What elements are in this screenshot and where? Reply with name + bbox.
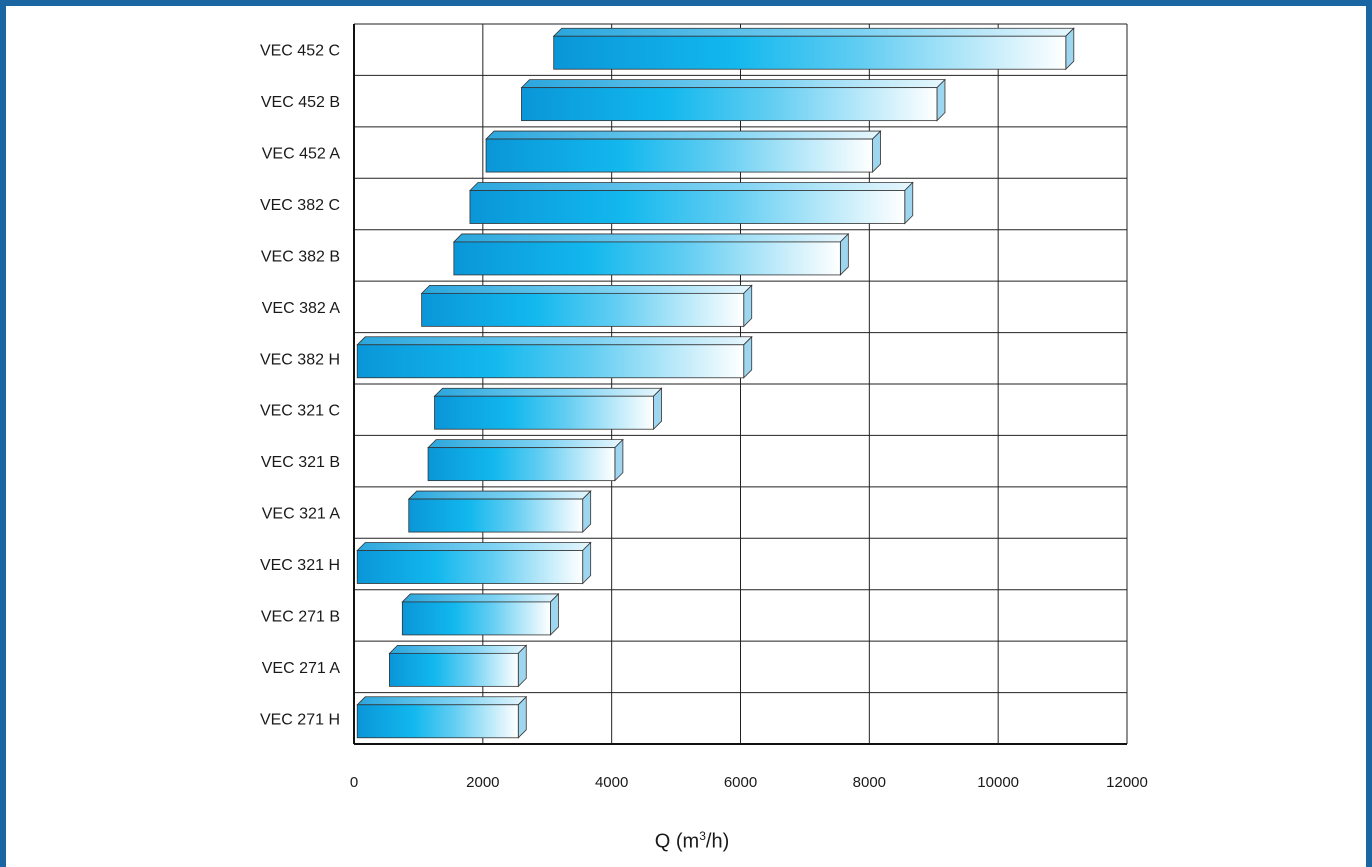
range-bar-front-face xyxy=(434,395,654,430)
range-bar-top-face xyxy=(468,182,914,191)
range-bar-front-face xyxy=(453,241,841,276)
range-bar-top-face xyxy=(388,644,528,654)
x-tick-label: 10000 xyxy=(977,774,1019,791)
x-axis-title: Q (m3/h) xyxy=(6,829,1372,854)
range-bar-top-face xyxy=(401,593,560,603)
range-bar xyxy=(468,181,914,225)
range-bar-top-face xyxy=(485,130,882,140)
range-bar-top-face xyxy=(427,439,624,449)
range-bar xyxy=(485,130,882,174)
range-bar-top-face xyxy=(420,284,753,294)
range-bar xyxy=(401,592,560,636)
range-bar-front-face xyxy=(427,447,616,482)
range-bar-front-face xyxy=(389,652,519,687)
category-label: VEC 382 H xyxy=(260,351,340,368)
range-bar xyxy=(552,27,1075,71)
x-tick-label: 8000 xyxy=(853,774,886,791)
category-label: VEC 321 A xyxy=(262,506,341,523)
range-bar-top-face xyxy=(356,696,528,706)
range-bar-front-face xyxy=(408,498,584,533)
range-bar xyxy=(388,644,528,688)
range-bar-top-face xyxy=(520,79,946,89)
range-bar xyxy=(520,78,946,122)
range-bar xyxy=(356,541,592,585)
category-label: VEC 452 C xyxy=(260,43,340,60)
category-label: VEC 271 H xyxy=(260,711,340,728)
category-label: VEC 382 B xyxy=(261,248,340,265)
range-bar-front-face xyxy=(401,601,551,636)
grid-layer xyxy=(353,23,1128,745)
labels-layer: 0 2000 4000 6000 8000 10000 12000 VEC 452 C VEC … xyxy=(260,43,1148,791)
range-bar xyxy=(452,232,850,276)
category-label: VEC 452 B xyxy=(261,94,340,111)
x-tick-label: 0 xyxy=(350,774,358,791)
range-bar xyxy=(356,335,753,379)
category-label: VEC 452 A xyxy=(262,146,341,163)
x-tick-label: 4000 xyxy=(595,774,628,791)
range-bar-top-face xyxy=(356,542,592,551)
x-tick-label: 2000 xyxy=(466,774,499,791)
category-label: VEC 271 A xyxy=(262,660,341,677)
chart-frame: 0 2000 4000 6000 8000 10000 12000 VEC 452 C VEC … xyxy=(6,6,1366,867)
category-label: VEC 321 C xyxy=(260,403,340,420)
range-bar-front-face xyxy=(485,138,873,173)
range-bar-front-face xyxy=(553,35,1067,70)
category-label: VEC 321 B xyxy=(261,454,340,471)
range-bar xyxy=(433,387,663,431)
range-bar-top-face xyxy=(452,233,850,243)
x-tick-label: 12000 xyxy=(1106,774,1148,791)
range-bar xyxy=(356,695,528,739)
range-bar-front-face xyxy=(421,292,745,327)
range-bar-top-face xyxy=(433,387,663,397)
x-axis-title-base: Q (m xyxy=(654,830,700,853)
category-label: VEC 271 B xyxy=(261,608,340,625)
category-label: VEC 382 C xyxy=(260,197,340,214)
x-axis-title-tail: /h) xyxy=(705,830,730,853)
range-bar-front-face xyxy=(356,344,745,379)
category-label: VEC 321 H xyxy=(260,557,340,574)
x-axis-title-superscript: 3 xyxy=(699,829,706,843)
bars-layer xyxy=(356,27,1075,739)
range-bar xyxy=(427,438,624,482)
range-bar xyxy=(420,284,753,328)
range-bar-top-face xyxy=(407,490,592,500)
range-bar xyxy=(407,490,592,534)
range-bar-front-face xyxy=(469,190,906,224)
range-bar-front-face xyxy=(521,87,938,122)
range-bar-top-face xyxy=(552,27,1075,37)
x-tick-label: 6000 xyxy=(724,774,757,791)
range-bar-chart: 0 2000 4000 6000 8000 10000 12000 VEC 452 C VEC … xyxy=(260,23,1148,791)
range-bar-front-face xyxy=(356,704,519,739)
range-bar-top-face xyxy=(356,336,753,346)
range-bar-front-face xyxy=(356,550,584,584)
category-label: VEC 382 A xyxy=(262,300,341,317)
